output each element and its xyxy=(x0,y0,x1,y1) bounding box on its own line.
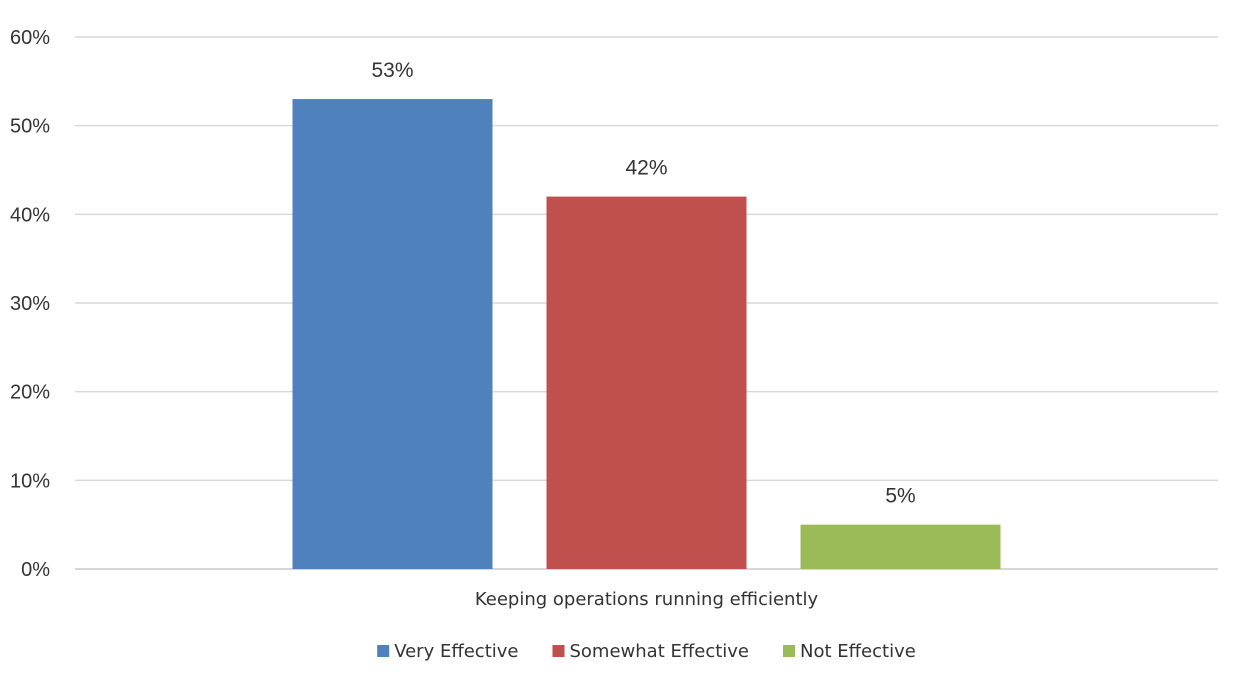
bar-somewhat-effective xyxy=(546,196,747,569)
bar-not-effective xyxy=(800,524,1001,569)
y-axis-tick-labels: 0% 10% 20% 30% 40% 50% 60% xyxy=(10,27,50,581)
y-tick-label: 10% xyxy=(10,470,50,492)
y-tick-label: 0% xyxy=(21,559,50,581)
data-label: 42% xyxy=(625,157,667,180)
legend-item-very-effective: Very Effective xyxy=(377,641,518,662)
y-tick-label: 30% xyxy=(10,293,50,315)
data-label: 53% xyxy=(371,59,413,82)
legend-swatch xyxy=(783,645,796,657)
legend-label: Somewhat Effective xyxy=(569,641,749,662)
x-category-label: Keeping operations running efficiently xyxy=(475,589,819,610)
legend-swatch xyxy=(377,645,390,657)
bars xyxy=(292,99,1001,570)
data-labels: 53% 42% 5% xyxy=(371,59,915,508)
bar-very-effective xyxy=(292,99,493,570)
y-tick-label: 20% xyxy=(10,382,50,404)
legend-item-not-effective: Not Effective xyxy=(783,641,916,662)
legend-label: Very Effective xyxy=(394,641,518,662)
legend-label: Not Effective xyxy=(800,641,916,662)
x-axis-category-labels: Keeping operations running efficiently xyxy=(475,589,819,610)
y-tick-label: 60% xyxy=(10,27,50,49)
y-tick-label: 40% xyxy=(10,204,50,226)
legend-swatch xyxy=(552,645,565,657)
data-label: 5% xyxy=(885,485,915,508)
y-tick-label: 50% xyxy=(10,116,50,138)
legend-item-somewhat-effective: Somewhat Effective xyxy=(552,641,749,662)
legend: Very Effective Somewhat Effective Not Effe… xyxy=(377,641,916,662)
